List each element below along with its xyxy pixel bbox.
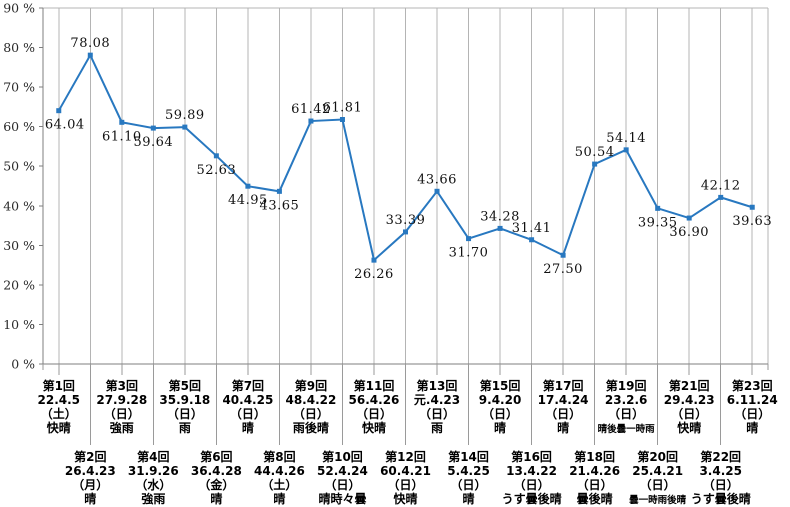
- x-category-label: 第15回 9.4.20 （日）晴: [479, 378, 522, 435]
- x-category-label: 第4回 31.9.26 （水）強雨: [128, 449, 179, 506]
- x-category-label: 第11回 56.4.26 （日）快晴: [349, 378, 400, 435]
- y-axis-label: 90 %: [3, 1, 35, 16]
- y-axis-label: 0 %: [11, 357, 35, 372]
- x-category-label: 第23回 6.11.24 （日）晴: [727, 378, 778, 435]
- x-category-label: 第21回 29.4.23 （日）快晴: [664, 378, 715, 435]
- data-point-marker: [718, 194, 724, 200]
- data-point-marker: [497, 225, 503, 231]
- y-axis-label: 20 %: [3, 277, 35, 292]
- data-value-label: 26.26: [354, 267, 394, 282]
- data-point-marker: [529, 237, 535, 243]
- data-value-label: 39.35: [638, 215, 678, 230]
- data-point-marker: [655, 205, 661, 211]
- y-axis-label: 40 %: [3, 198, 35, 213]
- x-category-label: 第2回 26.4.23 （月）晴: [65, 449, 116, 506]
- data-point-marker: [466, 236, 472, 242]
- data-point-marker: [276, 188, 282, 194]
- data-value-label: 61.10: [102, 129, 142, 144]
- x-category-label: 第12回 60.4.21 （日）快晴: [380, 449, 431, 506]
- data-point-marker: [119, 119, 125, 125]
- y-axis-label: 70 %: [3, 80, 35, 95]
- data-value-label: 39.63: [732, 214, 772, 229]
- data-point-marker: [245, 183, 251, 189]
- data-value-label: 42.12: [701, 178, 741, 193]
- data-value-label: 64.04: [45, 118, 85, 133]
- data-value-label: 61.81: [323, 101, 363, 116]
- data-point-marker: [686, 215, 692, 221]
- data-point-marker: [434, 188, 440, 194]
- x-category-label: 第1回 22.4.5 （土）快晴: [38, 378, 81, 435]
- data-point-marker: [308, 118, 314, 124]
- data-value-label: 33.39: [386, 213, 426, 228]
- x-category-label: 第13回元.4.23 （日）雨: [414, 378, 460, 435]
- y-axis-label: 60 %: [3, 119, 35, 134]
- x-category-label: 第10回 52.4.24 （日）晴時々曇: [317, 449, 368, 506]
- data-value-label: 34.28: [480, 209, 520, 224]
- x-category-label: 第20回 25.4.21 （日）曇一時雨後晴: [629, 449, 687, 506]
- data-value-label: 44.95: [228, 193, 268, 208]
- data-value-label: 50.54: [575, 145, 615, 160]
- data-point-marker: [56, 108, 62, 114]
- y-axis-label: 80 %: [3, 40, 35, 55]
- y-axis-label: 30 %: [3, 238, 35, 253]
- x-category-label: 第16回 13.4.22 （日）うす曇後晴: [502, 449, 562, 506]
- data-value-label: 27.50: [543, 262, 583, 277]
- data-point-marker: [150, 125, 156, 131]
- data-value-label: 31.41: [512, 221, 552, 236]
- x-category-label: 第9回 48.4.22 （日）雨後晴: [285, 378, 336, 435]
- data-point-marker: [623, 147, 629, 153]
- data-value-label: 78.08: [70, 36, 110, 51]
- y-axis-label: 10 %: [3, 317, 35, 332]
- data-value-label: 36.90: [669, 225, 709, 240]
- x-category-label: 第17回 17.4.24 （日）晴: [538, 378, 589, 435]
- data-point-marker: [213, 153, 219, 159]
- x-category-label: 第7回 40.4.25 （日）晴: [222, 378, 273, 435]
- y-axis-label: 50 %: [3, 159, 35, 174]
- data-point-marker: [749, 204, 755, 210]
- data-value-label: 43.65: [260, 198, 300, 213]
- data-point-marker: [87, 52, 93, 58]
- x-category-label: 第5回 35.9.18 （日）雨: [159, 378, 210, 435]
- data-point-marker: [592, 161, 598, 167]
- data-value-label: 59.64: [133, 135, 173, 150]
- x-category-label: 第18回 21.4.26 （日）曇後晴: [569, 449, 620, 506]
- data-point-marker: [403, 229, 408, 235]
- data-value-label: 61.42: [291, 102, 331, 117]
- data-value-label: 59.89: [165, 108, 205, 123]
- data-point-marker: [560, 252, 566, 258]
- data-point-marker: [339, 117, 345, 123]
- data-point-marker: [182, 124, 188, 130]
- x-category-label: 第8回 44.4.26 （土）晴: [254, 449, 305, 506]
- data-value-label: 43.66: [417, 172, 457, 187]
- data-value-label: 31.70: [449, 246, 489, 261]
- data-value-label: 52.63: [197, 163, 237, 178]
- x-category-label: 第3回 27.9.28 （日）強雨: [96, 378, 147, 435]
- data-point-marker: [371, 257, 377, 263]
- x-category-label: 第14回 5.4.25 （日）晴: [447, 449, 490, 506]
- x-category-label: 第6回 36.4.28 （金）晴: [191, 449, 242, 506]
- x-category-label: 第22回 3.4.25 （日）うす曇後晴: [691, 449, 751, 506]
- data-value-label: 54.14: [606, 131, 646, 146]
- x-category-label: 第19回 23.2.6 （日）晴後曇一時雨: [598, 378, 656, 435]
